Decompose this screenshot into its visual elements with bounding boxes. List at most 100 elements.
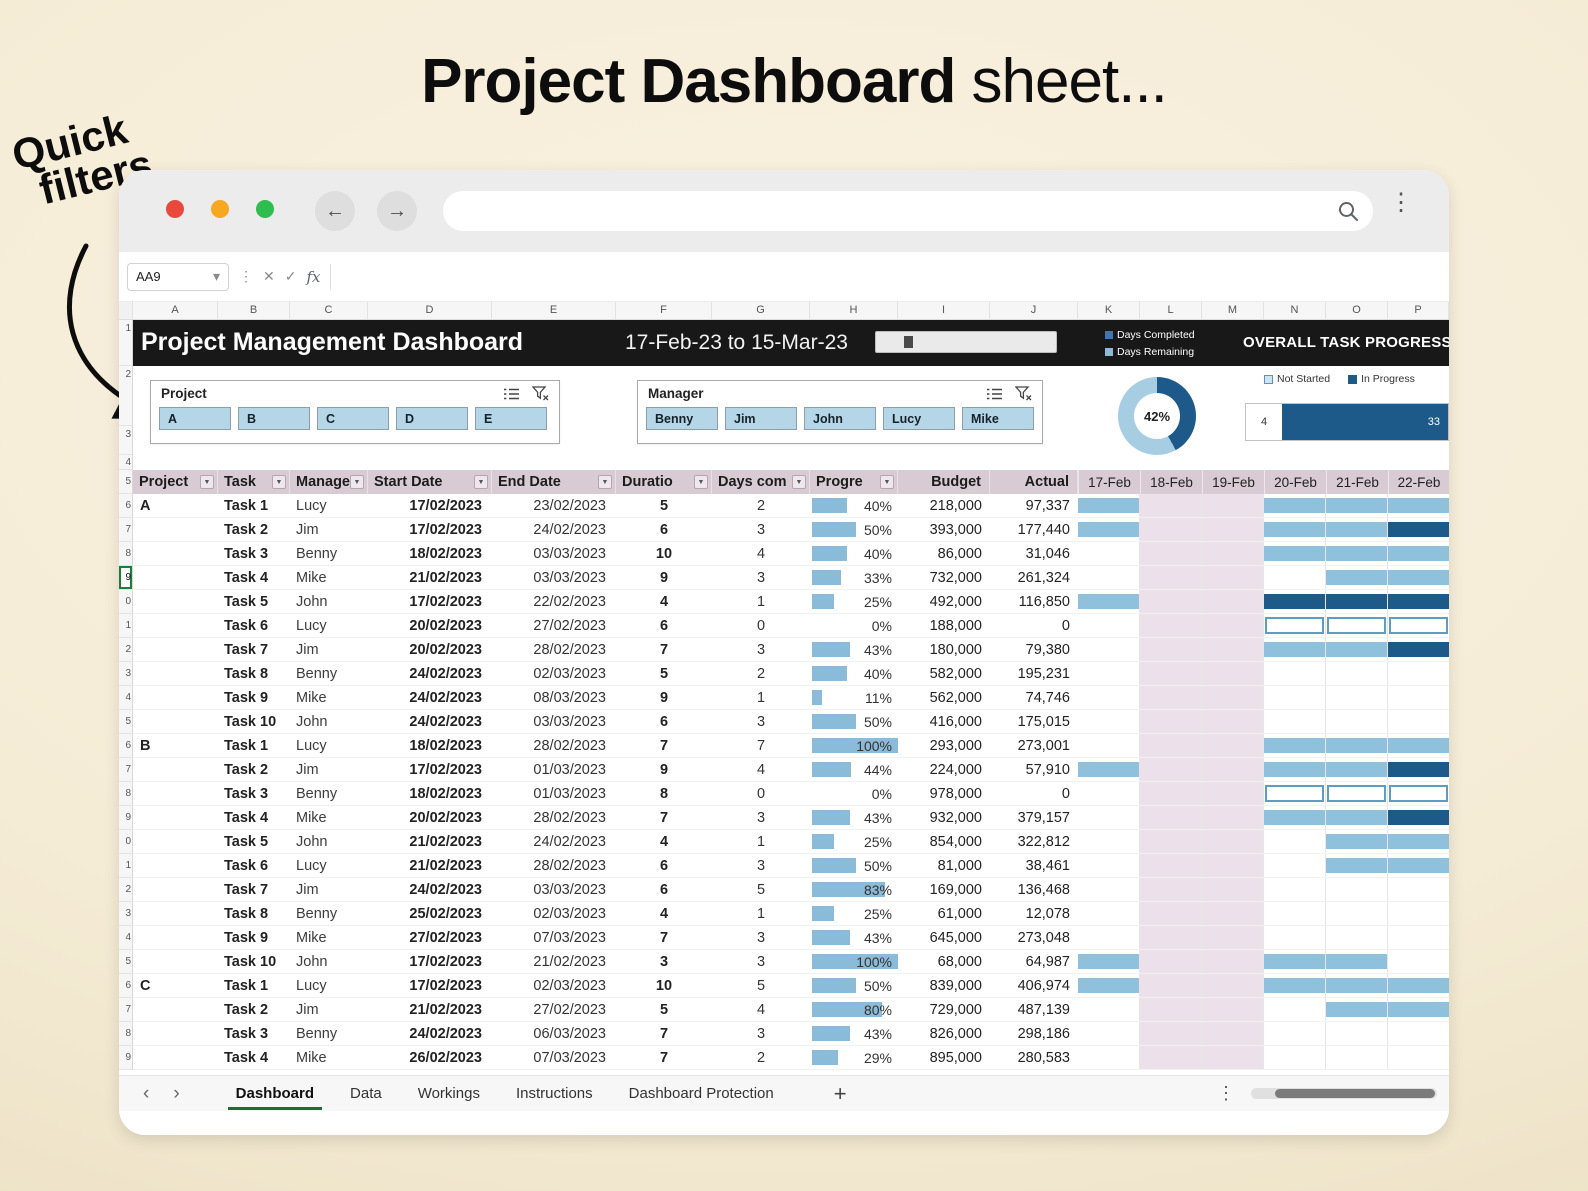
gantt-cell[interactable] — [1326, 782, 1388, 805]
gantt-cell[interactable] — [1388, 734, 1449, 757]
cell-manager[interactable]: Mike — [296, 929, 327, 946]
gantt-cell[interactable] — [1326, 1022, 1388, 1045]
gantt-cell[interactable] — [1326, 518, 1388, 541]
cell-duration[interactable]: 4 — [659, 833, 669, 850]
row-header[interactable]: 8 — [119, 782, 133, 806]
multi-select-icon[interactable] — [986, 387, 1003, 401]
gantt-cell[interactable] — [1140, 638, 1202, 661]
tabs-prev-icon[interactable]: ‹ — [143, 1082, 150, 1104]
cell-project[interactable] — [133, 902, 218, 925]
cell-start-date[interactable]: 21/02/2023 — [409, 857, 482, 874]
cell-budget[interactable]: 854,000 — [929, 833, 982, 850]
cell-budget[interactable]: 582,000 — [929, 665, 982, 682]
add-sheet-button[interactable]: + — [833, 1080, 847, 1106]
cell-days-completed[interactable]: 3 — [756, 953, 766, 970]
column-header-a[interactable]: A — [133, 302, 218, 319]
cell-manager[interactable]: Lucy — [296, 857, 327, 874]
search-icon[interactable] — [1337, 200, 1359, 222]
gantt-cell[interactable] — [1388, 494, 1449, 517]
cell-progress[interactable]: 11% — [810, 686, 898, 709]
gantt-cell[interactable] — [1388, 590, 1449, 613]
cell-task[interactable]: Task 6 — [224, 857, 269, 874]
row-header[interactable]: 0 — [119, 830, 133, 854]
gantt-cell[interactable] — [1264, 614, 1326, 637]
gantt-cell[interactable] — [1078, 662, 1140, 685]
row-header[interactable]: 3 — [119, 662, 133, 686]
cell-duration[interactable]: 3 — [659, 953, 669, 970]
cell-project[interactable] — [133, 710, 218, 733]
gantt-cell[interactable] — [1264, 878, 1326, 901]
gantt-cell[interactable] — [1264, 590, 1326, 613]
cell-task[interactable]: Task 7 — [224, 641, 269, 658]
column-header-e[interactable]: E — [492, 302, 616, 319]
gantt-cell[interactable] — [1326, 878, 1388, 901]
cancel-entry-icon[interactable]: ✕ — [263, 268, 275, 284]
gantt-cell[interactable] — [1326, 926, 1388, 949]
cell-progress[interactable]: 25% — [810, 590, 898, 613]
gantt-cell[interactable] — [1326, 998, 1388, 1021]
gantt-cell[interactable] — [1078, 806, 1140, 829]
cell-project[interactable] — [133, 782, 218, 805]
cell-project[interactable] — [133, 998, 218, 1021]
gantt-cell[interactable] — [1202, 926, 1264, 949]
cell-budget[interactable]: 86,000 — [937, 545, 982, 562]
manager-filter-button-mike[interactable]: Mike — [962, 407, 1034, 430]
gantt-cell[interactable] — [1388, 782, 1449, 805]
maximize-window-button[interactable] — [256, 200, 274, 218]
cell-task[interactable]: Task 4 — [224, 1049, 269, 1066]
project-filter-button-a[interactable]: A — [159, 407, 231, 430]
gantt-cell[interactable] — [1388, 710, 1449, 733]
gantt-cell[interactable] — [1202, 902, 1264, 925]
cell-progress[interactable]: 83% — [810, 878, 898, 901]
filter-dropdown-icon[interactable]: ▼ — [350, 475, 364, 489]
minimize-window-button[interactable] — [211, 200, 229, 218]
name-box-menu-icon[interactable]: ⋮ — [239, 268, 253, 284]
cell-actual[interactable]: 74,746 — [1025, 689, 1070, 706]
cell-days-completed[interactable]: 4 — [756, 545, 766, 562]
cell-start-date[interactable]: 24/02/2023 — [409, 713, 482, 730]
cell-project[interactable] — [133, 590, 218, 613]
formula-input[interactable] — [341, 263, 1437, 291]
cell-actual[interactable]: 487,139 — [1017, 1001, 1070, 1018]
column-filter-start-date[interactable]: Start Date ▼ — [368, 470, 492, 494]
cell-start-date[interactable]: 17/02/2023 — [409, 593, 482, 610]
cell-start-date[interactable]: 17/02/2023 — [409, 497, 482, 514]
gantt-cell[interactable] — [1202, 830, 1264, 853]
cell-budget[interactable]: 732,000 — [929, 569, 982, 586]
cell-end-date[interactable]: 02/03/2023 — [533, 905, 606, 922]
cell-manager[interactable]: Mike — [296, 1049, 327, 1066]
cell-task[interactable]: Task 3 — [224, 545, 269, 562]
cell-manager[interactable]: Lucy — [296, 977, 327, 994]
cell-project[interactable] — [133, 638, 218, 661]
column-header-d[interactable]: D — [368, 302, 492, 319]
gantt-cell[interactable] — [1264, 566, 1326, 589]
gantt-cell[interactable] — [1388, 926, 1449, 949]
gantt-cell[interactable] — [1264, 662, 1326, 685]
gantt-cell[interactable] — [1388, 638, 1449, 661]
cell-end-date[interactable]: 21/02/2023 — [533, 953, 606, 970]
cell-progress[interactable]: 25% — [810, 830, 898, 853]
cell-project[interactable] — [133, 878, 218, 901]
cell-days-completed[interactable]: 3 — [756, 1025, 766, 1042]
cell-days-completed[interactable]: 1 — [756, 593, 766, 610]
cell-task[interactable]: Task 9 — [224, 929, 269, 946]
gantt-cell[interactable] — [1388, 830, 1449, 853]
cell-project[interactable] — [133, 686, 218, 709]
cell-progress[interactable]: 50% — [810, 518, 898, 541]
cell-start-date[interactable]: 24/02/2023 — [409, 665, 482, 682]
gantt-cell[interactable] — [1140, 854, 1202, 877]
cell-progress[interactable]: 50% — [810, 974, 898, 997]
cell-end-date[interactable]: 03/03/2023 — [533, 713, 606, 730]
gantt-cell[interactable] — [1326, 806, 1388, 829]
cell-actual[interactable]: 273,001 — [1017, 737, 1070, 754]
filter-dropdown-icon[interactable]: ▼ — [880, 475, 894, 489]
cell-manager[interactable]: Benny — [296, 545, 338, 562]
row-header[interactable]: 5 — [119, 710, 133, 734]
cell-actual[interactable]: 261,324 — [1017, 569, 1070, 586]
gantt-cell[interactable] — [1202, 686, 1264, 709]
cell-days-completed[interactable]: 3 — [756, 857, 766, 874]
cell-days-completed[interactable]: 5 — [756, 881, 766, 898]
column-header-i[interactable]: I — [898, 302, 990, 319]
cell-end-date[interactable]: 02/03/2023 — [533, 977, 606, 994]
cell-duration[interactable]: 9 — [659, 569, 669, 586]
